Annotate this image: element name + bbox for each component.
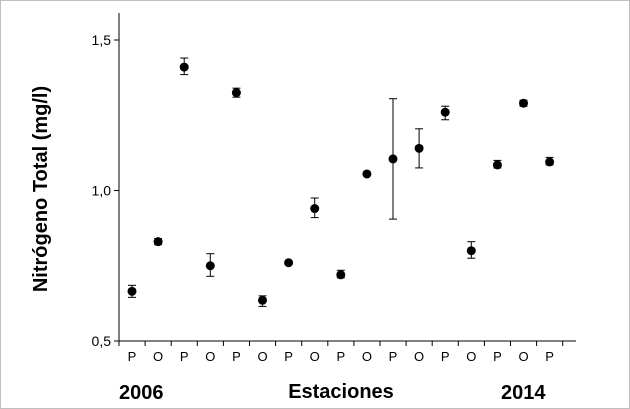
data-point bbox=[205, 261, 215, 271]
data-point bbox=[284, 258, 294, 268]
data-point bbox=[519, 98, 528, 108]
x-tick-label: O bbox=[362, 349, 372, 364]
data-point bbox=[545, 157, 555, 167]
data-point bbox=[258, 295, 267, 305]
data-point bbox=[231, 88, 241, 98]
x-tick-label: P bbox=[493, 349, 502, 364]
x-tick-label: O bbox=[153, 349, 163, 364]
x-tick-label: O bbox=[205, 349, 215, 364]
y-tick-label: 1,5 bbox=[92, 32, 112, 48]
x-tick-label: O bbox=[257, 349, 267, 364]
x-tick-label: O bbox=[310, 349, 320, 364]
data-point bbox=[466, 246, 476, 256]
data-point bbox=[310, 204, 320, 214]
data-point bbox=[153, 237, 163, 247]
data-point bbox=[127, 286, 137, 296]
x-end-year-label: 2014 bbox=[501, 382, 546, 404]
data-point bbox=[388, 154, 398, 164]
x-axis-title: Estaciones bbox=[288, 381, 394, 403]
x-tick-label: P bbox=[284, 349, 293, 364]
y-ticks-group: 0,5 1,0 1,5 bbox=[92, 32, 119, 349]
data-point bbox=[336, 270, 346, 280]
data-marks-group bbox=[127, 57, 555, 307]
data-point bbox=[179, 62, 189, 72]
y-tick-label: 0,5 bbox=[92, 333, 112, 349]
x-tick-label: P bbox=[441, 349, 450, 364]
x-tick-label: O bbox=[414, 349, 424, 364]
y-axis-title: Nitrógeno Total (mg/l) bbox=[30, 86, 52, 292]
x-tick-label: P bbox=[389, 349, 398, 364]
x-tick-label: P bbox=[336, 349, 345, 364]
data-point bbox=[440, 107, 450, 117]
x-tick-label: P bbox=[545, 349, 554, 364]
x-tick-label: O bbox=[518, 349, 528, 364]
data-point bbox=[362, 169, 372, 179]
x-tick-label: P bbox=[180, 349, 189, 364]
y-tick-label: 1,0 bbox=[92, 183, 112, 199]
x-tick-label: O bbox=[466, 349, 476, 364]
x-start-year-label: 2006 bbox=[119, 382, 164, 404]
data-point bbox=[492, 160, 502, 170]
x-tick-label: P bbox=[232, 349, 241, 364]
data-point bbox=[414, 143, 424, 153]
x-tick-label: P bbox=[128, 349, 137, 364]
